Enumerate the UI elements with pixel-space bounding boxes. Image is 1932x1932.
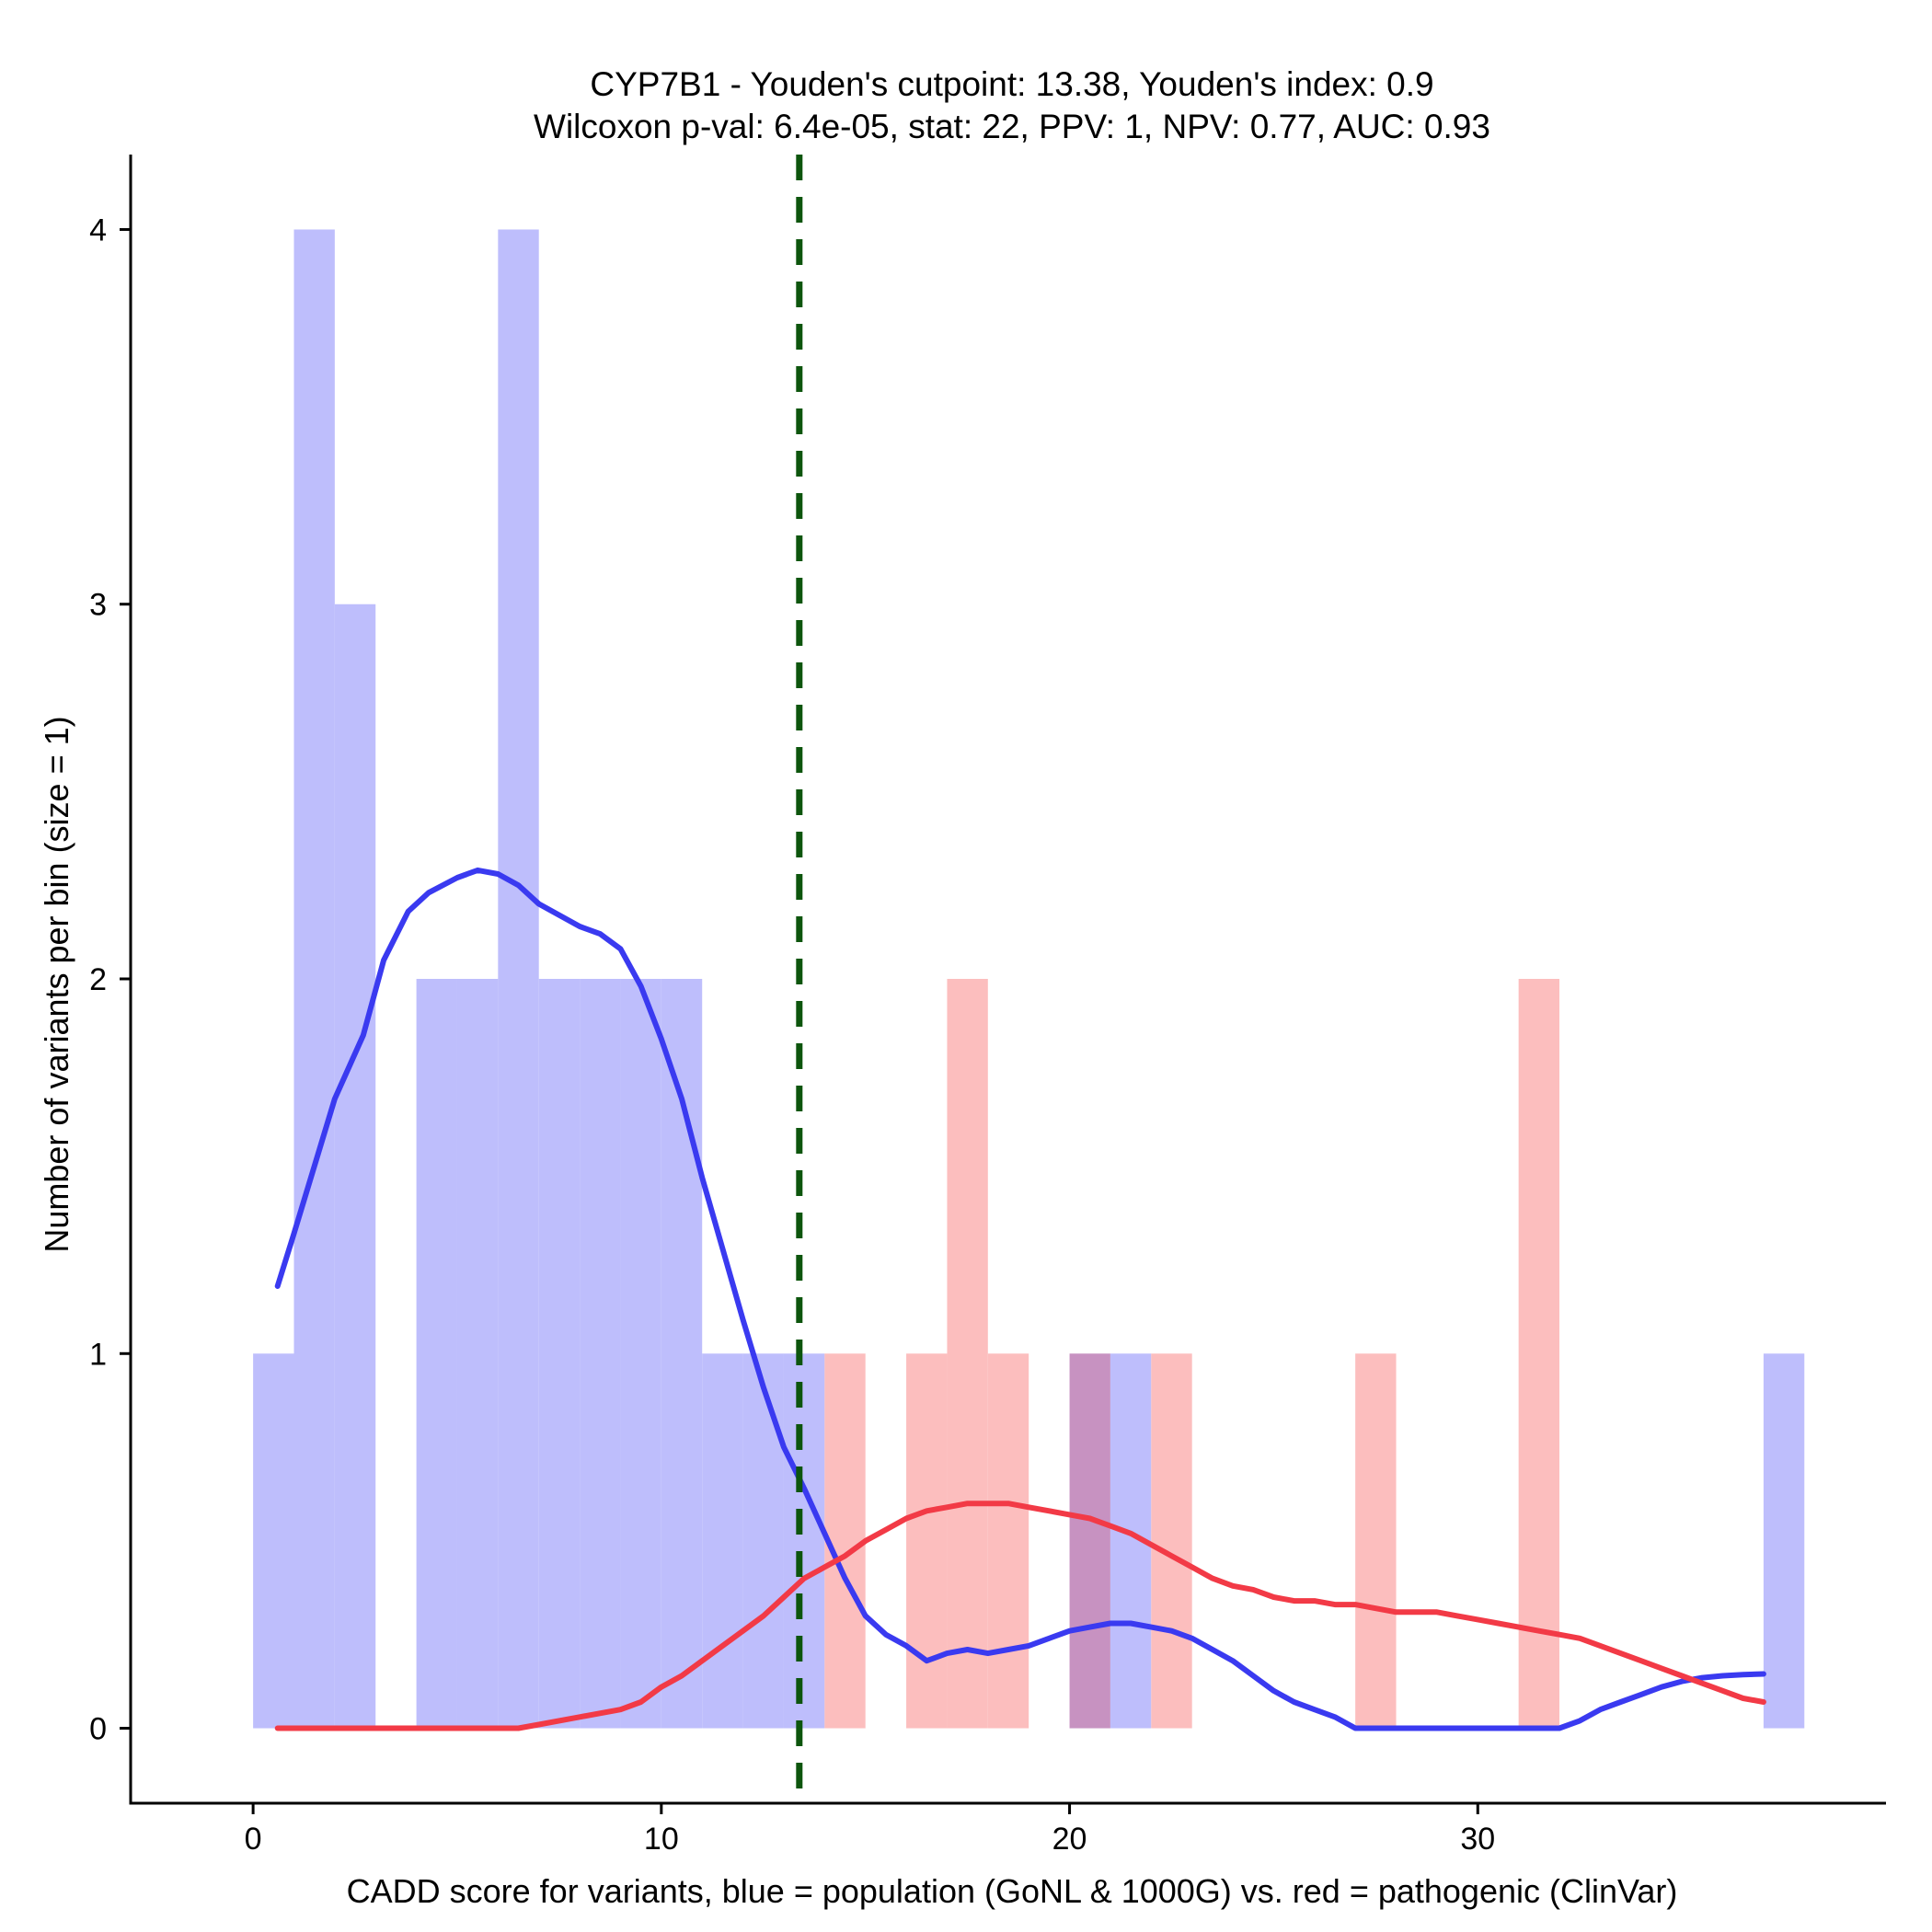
- y-tick-label-0: 0: [89, 1712, 107, 1747]
- population-bar-12: [742, 1353, 784, 1729]
- pathogenic-bar-22: [1151, 1353, 1192, 1729]
- population-bar-5: [456, 979, 499, 1729]
- population-bar-37: [1763, 1353, 1805, 1729]
- population-bar-1: [293, 229, 335, 1729]
- pathogenic-bar-31: [1518, 979, 1560, 1729]
- population-bar-7: [538, 979, 581, 1729]
- x-tick-label-0: 0: [245, 1822, 262, 1857]
- population-bar-20: [1069, 1353, 1110, 1729]
- bars-layer: [253, 229, 1805, 1729]
- pathogenic-bar-17: [947, 979, 988, 1729]
- population-bar-4: [416, 979, 457, 1729]
- pathogenic-density-line: [274, 1501, 1766, 1731]
- x-axis-label: CADD score for variants, blue = populati…: [347, 1872, 1678, 1910]
- y-tick-label-3: 3: [89, 588, 107, 623]
- pathogenic-bar-27: [1355, 1353, 1397, 1729]
- population-bar-13: [783, 1353, 825, 1729]
- chart-title: CYP7B1 - Youden's cutpoint: 13.38, Youde…: [534, 65, 1490, 145]
- axes: 0 10 20 30 0 1 2 3 4: [89, 155, 1886, 1857]
- x-tick-label-10: 10: [644, 1822, 679, 1857]
- density-layer: [274, 867, 1766, 1731]
- chart-title-line1: CYP7B1 - Youden's cutpoint: 13.38, Youde…: [590, 65, 1433, 103]
- pathogenic-bar-16: [906, 1353, 948, 1729]
- population-bar-9: [620, 979, 661, 1729]
- y-tick-label-1: 1: [89, 1337, 107, 1372]
- population-density-line: [274, 867, 1766, 1731]
- y-axis-label: Number of variants per bin (size = 1): [38, 716, 75, 1252]
- pathogenic-bar-14: [824, 1353, 866, 1729]
- population-bar-2: [334, 604, 376, 1729]
- population-bar-11: [702, 1353, 743, 1729]
- population-bar-6: [498, 229, 539, 1729]
- population-bar-8: [580, 979, 621, 1729]
- x-tick-label-30: 30: [1460, 1822, 1495, 1857]
- y-tick-label-4: 4: [89, 213, 107, 247]
- chart-title-line2: Wilcoxon p-val: 6.4e-05, stat: 22, PPV: …: [534, 108, 1490, 145]
- population-bar-0: [253, 1353, 294, 1729]
- x-tick-label-20: 20: [1052, 1822, 1087, 1857]
- y-tick-label-2: 2: [89, 962, 107, 997]
- pathogenic-bar-18: [987, 1353, 1029, 1729]
